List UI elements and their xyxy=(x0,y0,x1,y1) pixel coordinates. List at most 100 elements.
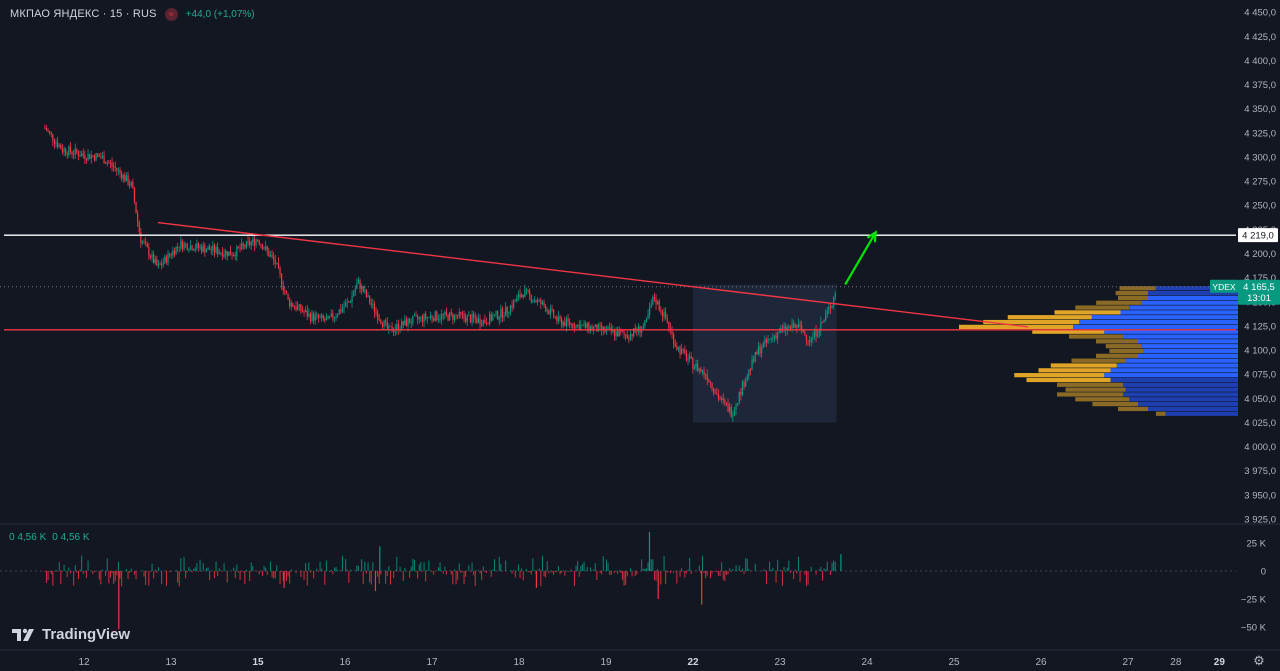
candle xyxy=(57,142,59,147)
candle xyxy=(165,256,168,263)
profile-bar-up xyxy=(1110,368,1238,373)
candle xyxy=(71,152,73,155)
profile-bar-down xyxy=(1071,358,1126,363)
candle xyxy=(100,156,102,158)
candle xyxy=(413,315,416,317)
candle xyxy=(621,331,624,333)
candle xyxy=(810,337,812,342)
volume-tick-label: −25 K xyxy=(1241,595,1267,606)
candle xyxy=(663,311,665,317)
candle xyxy=(420,316,422,318)
candle xyxy=(581,325,584,326)
candle xyxy=(279,267,281,275)
candle xyxy=(319,317,321,318)
candle xyxy=(265,246,267,250)
candle xyxy=(391,326,393,332)
candle xyxy=(404,319,406,325)
ticker-label: YDEX xyxy=(1212,282,1235,292)
candle xyxy=(812,337,814,339)
candle xyxy=(530,294,532,302)
candle xyxy=(305,310,307,313)
candle xyxy=(306,310,308,317)
candle xyxy=(210,249,212,251)
candle xyxy=(250,242,252,246)
profile-bar-up xyxy=(1125,358,1238,363)
candle xyxy=(223,254,225,257)
candle xyxy=(298,304,300,307)
candle xyxy=(533,300,536,302)
candle xyxy=(154,259,156,263)
candle xyxy=(412,316,414,324)
candle xyxy=(783,325,785,329)
candle xyxy=(511,305,513,308)
profile-bar-up xyxy=(1123,334,1238,339)
candle xyxy=(834,293,836,298)
price-tick-label: 4 400,0 xyxy=(1244,56,1276,67)
candle xyxy=(716,393,718,395)
candle xyxy=(546,310,548,312)
up-arrow-icon xyxy=(844,231,877,285)
symbol-header: МКПАО ЯНДЕКС · 15 · RUS ≈ +44,0 (+1,07%) xyxy=(10,6,255,22)
price-tick-label: 3 950,0 xyxy=(1244,490,1276,501)
candle xyxy=(159,264,161,266)
candle xyxy=(554,316,556,318)
candle xyxy=(564,321,566,326)
candle xyxy=(386,321,388,329)
profile-bar-down xyxy=(1069,334,1123,339)
candle xyxy=(332,313,334,319)
candle xyxy=(324,318,326,321)
candle xyxy=(721,398,723,400)
candle xyxy=(618,330,620,337)
candle xyxy=(657,301,659,305)
candle xyxy=(777,332,779,339)
candle xyxy=(74,148,76,155)
candle xyxy=(770,338,772,339)
profile-bar-down xyxy=(1054,310,1121,315)
candle xyxy=(693,367,696,369)
candle xyxy=(697,363,699,371)
candle xyxy=(551,308,553,310)
candle xyxy=(671,329,673,334)
profile-bar-down xyxy=(1026,377,1111,383)
price-tick-label: 4 025,0 xyxy=(1244,418,1276,429)
candle xyxy=(434,311,436,321)
profile-bar-down xyxy=(1118,295,1148,301)
symbol-title[interactable]: МКПАО ЯНДЕКС · 15 · RUS xyxy=(10,8,157,20)
candle xyxy=(772,337,774,339)
profile-bar-up xyxy=(1079,319,1238,325)
candle xyxy=(52,134,54,141)
candle xyxy=(383,320,385,327)
candle xyxy=(119,169,121,173)
volume-tick-label: −50 K xyxy=(1241,623,1267,634)
candle xyxy=(260,244,262,245)
candle xyxy=(602,327,604,330)
candle xyxy=(689,356,691,360)
price-tick-label: 4 325,0 xyxy=(1244,128,1276,139)
settings-icon[interactable]: ⚙ xyxy=(1253,653,1265,668)
candle xyxy=(476,318,478,323)
candle xyxy=(653,296,656,300)
time-tick-label: 16 xyxy=(339,657,351,668)
market-status-icon[interactable]: ≈ xyxy=(164,7,178,21)
candle xyxy=(385,320,387,322)
candle xyxy=(644,321,646,327)
candle xyxy=(727,403,729,412)
time-tick-label: 13 xyxy=(165,657,177,668)
profile-bar-down xyxy=(1065,387,1126,392)
tradingview-logo[interactable]: TradingView xyxy=(12,626,130,643)
candle xyxy=(295,306,297,310)
candle xyxy=(351,295,353,303)
price-tick-label: 4 125,0 xyxy=(1244,321,1276,332)
candle xyxy=(682,348,684,350)
resistance-price-label: 4 219,0 xyxy=(1242,231,1274,242)
candle xyxy=(588,322,590,332)
candle xyxy=(585,323,587,328)
candle xyxy=(164,256,166,263)
candle xyxy=(284,290,286,292)
candle xyxy=(421,316,424,322)
candle xyxy=(741,381,744,395)
candle xyxy=(501,308,504,318)
candle xyxy=(631,334,633,337)
candle xyxy=(597,324,600,332)
